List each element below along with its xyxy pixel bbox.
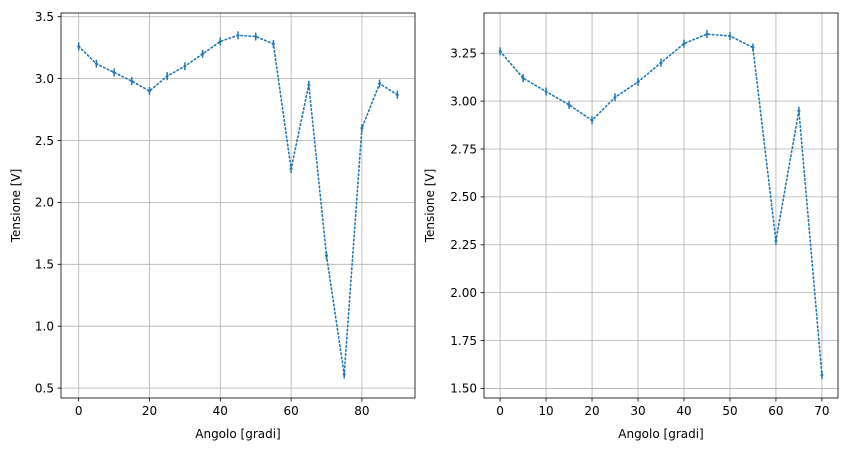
axes-frame — [60, 12, 416, 399]
x-tick-label: 30 — [630, 404, 645, 418]
right-plot: 0 10 20 30 40 50 60 70 1.50 1.75 2.00 2.25 2.50 2.75 3… — [423, 12, 839, 441]
y-axis-label: Tensione [V] — [423, 169, 437, 244]
y-axis-label: Tensione [V] — [9, 169, 23, 244]
x-axis-label: Angolo [gradi] — [195, 427, 280, 441]
axes-frame — [483, 12, 839, 399]
x-tick-label: 20 — [584, 404, 599, 418]
y-tick-label: 3.25 — [450, 47, 477, 61]
y-tick-label: 2.0 — [35, 196, 54, 210]
x-tick-label: 60 — [283, 404, 298, 418]
y-tick-label: 1.0 — [35, 319, 54, 333]
y-tick-label: 1.5 — [35, 258, 54, 272]
y-tick-label: 2.00 — [450, 286, 477, 300]
x-tick-label: 20 — [142, 404, 157, 418]
y-tick-label: 2.50 — [450, 190, 477, 204]
x-axis-label: Angolo [gradi] — [618, 427, 703, 441]
y-tick-label: 2.5 — [35, 134, 54, 148]
y-tick-label: 1.50 — [450, 382, 477, 396]
left-plot: 0 20 40 60 80 0.5 1.0 1.5 2.0 2.5 3.0 3.5 Angolo [gr… — [9, 10, 416, 441]
x-tick-label: 60 — [768, 404, 783, 418]
y-tick-label: 2.25 — [450, 238, 477, 252]
x-tick-label: 80 — [354, 404, 369, 418]
y-tick-label: 3.00 — [450, 94, 477, 108]
y-tick-label: 3.5 — [35, 10, 54, 24]
x-tick-label: 50 — [722, 404, 737, 418]
x-tick-label: 10 — [538, 404, 553, 418]
y-tick-label: 0.5 — [35, 381, 54, 395]
x-tick-label: 40 — [213, 404, 228, 418]
x-tick-label: 70 — [814, 404, 829, 418]
y-tick-label: 3.0 — [35, 72, 54, 86]
x-tick-label: 40 — [676, 404, 691, 418]
y-tick-label: 1.75 — [450, 334, 477, 348]
x-tick-label: 0 — [75, 404, 83, 418]
x-tick-label: 0 — [496, 404, 504, 418]
y-tick-label: 2.75 — [450, 142, 477, 156]
